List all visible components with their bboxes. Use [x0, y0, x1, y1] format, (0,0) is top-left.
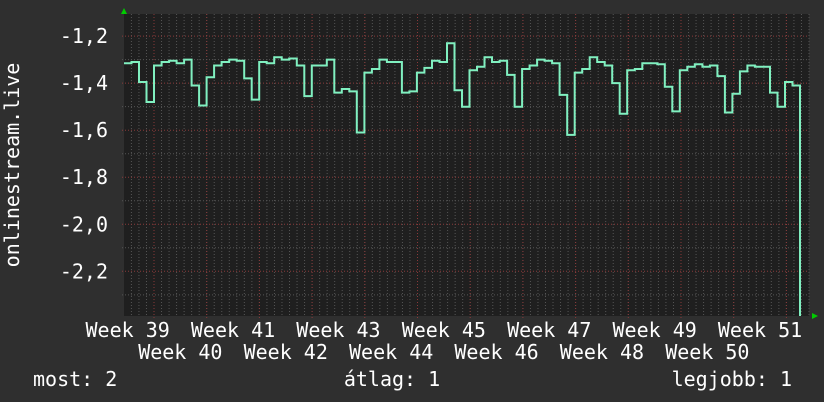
- x-tick-label: Week 48: [560, 340, 644, 364]
- x-tick-label: Week 51: [718, 318, 802, 342]
- y-tick-label: -1,8: [60, 165, 108, 189]
- x-tick-label: Week 47: [507, 318, 591, 342]
- legend-current: most: 2: [33, 367, 117, 391]
- x-tick-label: Week 41: [191, 318, 275, 342]
- y-axis-label: onlinestream.live: [0, 63, 24, 268]
- x-tick-label: Week 45: [402, 318, 486, 342]
- x-axis-arrow-icon: [812, 313, 818, 319]
- y-tick-label: -1,2: [60, 24, 108, 48]
- legend-max: legjobb: 1: [672, 367, 792, 391]
- x-tick-label: Week 39: [86, 318, 170, 342]
- y-tick-label: -1,4: [60, 71, 108, 95]
- x-tick-label: Week 50: [665, 340, 749, 364]
- x-tick-label: Week 42: [244, 340, 328, 364]
- x-tick-label: Week 40: [138, 340, 222, 364]
- grid: [122, 14, 810, 319]
- y-axis-arrow-icon: [121, 8, 127, 14]
- series-line: [124, 42, 801, 316]
- legend-average: átlag: 1: [344, 367, 440, 391]
- y-tick-label: -1,6: [60, 118, 108, 142]
- y-tick-label: -2,2: [60, 259, 108, 283]
- x-tick-label: Week 46: [454, 340, 538, 364]
- x-tick-label: Week 49: [613, 318, 697, 342]
- x-tick-label: Week 43: [296, 318, 380, 342]
- plot-canvas: [124, 14, 809, 316]
- x-tick-label: Week 44: [349, 340, 433, 364]
- y-axis-ticks: -1,2 -1,4 -1,6 -1,8 -2,0 -2,2: [60, 24, 108, 283]
- y-tick-label: -2,0: [60, 212, 108, 236]
